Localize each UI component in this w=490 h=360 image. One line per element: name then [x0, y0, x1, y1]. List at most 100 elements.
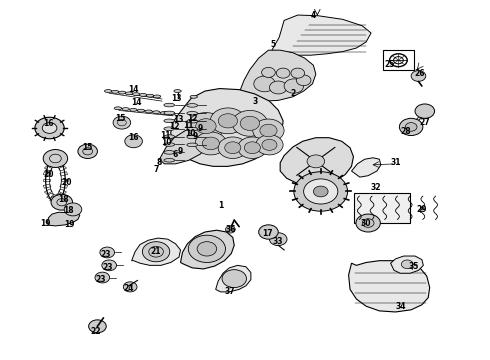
Circle shape: [64, 203, 82, 216]
Ellipse shape: [164, 111, 174, 115]
Ellipse shape: [137, 109, 145, 112]
Ellipse shape: [160, 112, 168, 114]
Circle shape: [222, 270, 246, 288]
Bar: [55, 158, 61, 164]
Circle shape: [197, 242, 217, 256]
Text: 15: 15: [115, 114, 125, 123]
Bar: [61, 179, 68, 181]
Ellipse shape: [153, 95, 161, 98]
Circle shape: [83, 148, 93, 155]
Ellipse shape: [140, 94, 147, 96]
Bar: [45, 189, 52, 194]
Circle shape: [304, 179, 338, 204]
Circle shape: [49, 154, 61, 163]
Circle shape: [118, 120, 126, 126]
Bar: [43, 184, 51, 188]
Bar: [57, 193, 64, 199]
Circle shape: [143, 242, 170, 262]
Polygon shape: [47, 212, 80, 226]
Text: 13: 13: [173, 114, 184, 123]
Circle shape: [57, 199, 67, 206]
Text: 35: 35: [408, 262, 419, 271]
Text: 30: 30: [361, 219, 371, 228]
Text: 27: 27: [419, 118, 430, 127]
Circle shape: [187, 113, 224, 140]
Circle shape: [314, 186, 328, 197]
Ellipse shape: [119, 91, 126, 94]
Text: 17: 17: [262, 229, 272, 238]
Polygon shape: [272, 15, 371, 55]
FancyBboxPatch shape: [383, 50, 414, 70]
Text: 10: 10: [185, 129, 196, 138]
Text: 34: 34: [395, 302, 406, 311]
Polygon shape: [351, 158, 381, 177]
Text: 7: 7: [153, 165, 159, 174]
Circle shape: [415, 104, 435, 118]
Circle shape: [232, 111, 268, 136]
Circle shape: [42, 123, 57, 134]
Text: 16: 16: [43, 119, 54, 128]
Text: 9: 9: [178, 147, 183, 156]
Ellipse shape: [164, 143, 174, 146]
Text: 14: 14: [128, 85, 139, 94]
Text: 20: 20: [43, 170, 54, 179]
Polygon shape: [216, 265, 251, 292]
Circle shape: [78, 144, 98, 158]
Text: 5: 5: [271, 40, 276, 49]
Bar: [43, 179, 50, 181]
Circle shape: [362, 219, 374, 227]
Text: 11: 11: [184, 121, 194, 130]
Circle shape: [276, 68, 290, 78]
Text: 14: 14: [131, 98, 142, 107]
Circle shape: [43, 149, 68, 167]
Text: 15: 15: [82, 143, 93, 152]
Ellipse shape: [130, 108, 137, 111]
Circle shape: [195, 132, 226, 155]
Bar: [59, 189, 67, 194]
Text: 18: 18: [63, 206, 74, 215]
Circle shape: [225, 142, 241, 154]
Ellipse shape: [164, 150, 174, 154]
Text: 4: 4: [311, 10, 316, 19]
Circle shape: [225, 226, 235, 233]
Ellipse shape: [187, 143, 197, 147]
Text: 26: 26: [415, 69, 425, 78]
Text: 6: 6: [173, 150, 178, 159]
Circle shape: [296, 75, 311, 86]
Text: 2: 2: [290, 89, 295, 98]
Polygon shape: [391, 256, 423, 273]
Circle shape: [262, 67, 275, 77]
Circle shape: [254, 76, 275, 92]
Text: 37: 37: [224, 287, 235, 296]
Text: 25: 25: [384, 60, 394, 69]
Ellipse shape: [153, 111, 160, 114]
Text: 19: 19: [40, 219, 51, 228]
Circle shape: [256, 135, 283, 155]
Text: 21: 21: [151, 247, 161, 256]
Polygon shape: [280, 138, 353, 185]
Ellipse shape: [164, 158, 174, 162]
Ellipse shape: [187, 120, 197, 123]
Text: 9: 9: [193, 132, 198, 141]
Text: 33: 33: [273, 237, 284, 246]
Text: 23: 23: [102, 264, 113, 273]
Polygon shape: [159, 127, 215, 164]
Circle shape: [411, 71, 426, 81]
Ellipse shape: [164, 119, 174, 123]
Text: 36: 36: [225, 225, 236, 234]
Bar: [47, 161, 54, 167]
Bar: [60, 184, 68, 188]
Circle shape: [149, 246, 163, 257]
Text: 11: 11: [161, 131, 171, 140]
Circle shape: [259, 225, 278, 239]
Circle shape: [356, 214, 380, 232]
Bar: [45, 166, 52, 171]
Ellipse shape: [164, 103, 174, 107]
Text: 22: 22: [91, 327, 101, 336]
Circle shape: [270, 81, 287, 94]
Ellipse shape: [164, 127, 174, 131]
Text: 20: 20: [61, 178, 72, 187]
Ellipse shape: [114, 107, 122, 110]
Ellipse shape: [164, 135, 174, 138]
Circle shape: [291, 68, 305, 78]
